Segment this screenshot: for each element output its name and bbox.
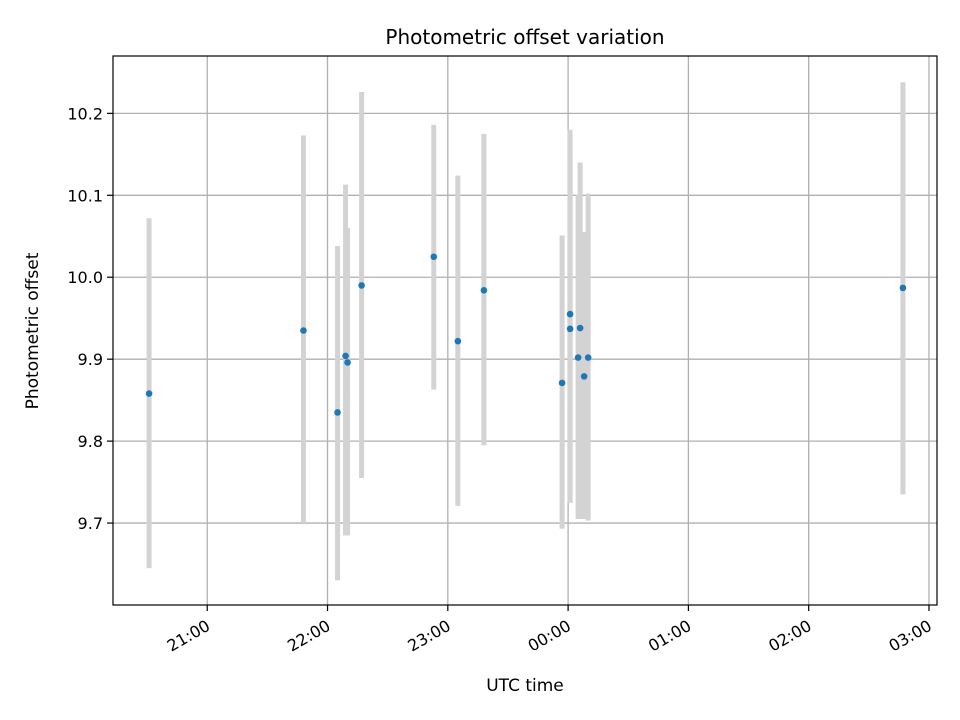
y-tick-label: 9.8 bbox=[78, 432, 103, 451]
data-point bbox=[358, 282, 365, 289]
data-point bbox=[454, 337, 462, 345]
data-point bbox=[145, 390, 153, 397]
data-point bbox=[574, 354, 582, 361]
x-axis-label: UTC time bbox=[486, 676, 564, 696]
y-axis-label: Photometric offset bbox=[23, 252, 43, 409]
data-point bbox=[576, 324, 584, 332]
data-point bbox=[334, 409, 341, 416]
data-point bbox=[558, 379, 566, 387]
data-point bbox=[344, 359, 351, 366]
data-point bbox=[300, 327, 307, 334]
y-tick-label: 9.7 bbox=[78, 514, 103, 533]
data-point bbox=[566, 310, 574, 318]
data-point bbox=[342, 352, 349, 360]
grid bbox=[113, 56, 937, 605]
y-tick-label: 10.0 bbox=[67, 268, 103, 287]
data-point bbox=[584, 354, 592, 361]
data-point bbox=[480, 287, 488, 294]
plot-frame bbox=[112, 55, 938, 606]
data-point bbox=[580, 373, 588, 380]
y-tick-label: 10.2 bbox=[67, 104, 103, 123]
y-tick-label: 9.9 bbox=[78, 350, 103, 369]
data-point bbox=[899, 284, 907, 292]
y-axis-ticks: 9.7 9.8 9.9 10.0 10.1 10.2 bbox=[67, 104, 113, 533]
data-point bbox=[430, 253, 438, 261]
chart-title: Photometric offset variation bbox=[385, 25, 664, 49]
data-points bbox=[145, 253, 907, 416]
data-point bbox=[566, 325, 574, 333]
y-tick-label: 10.1 bbox=[67, 186, 103, 205]
